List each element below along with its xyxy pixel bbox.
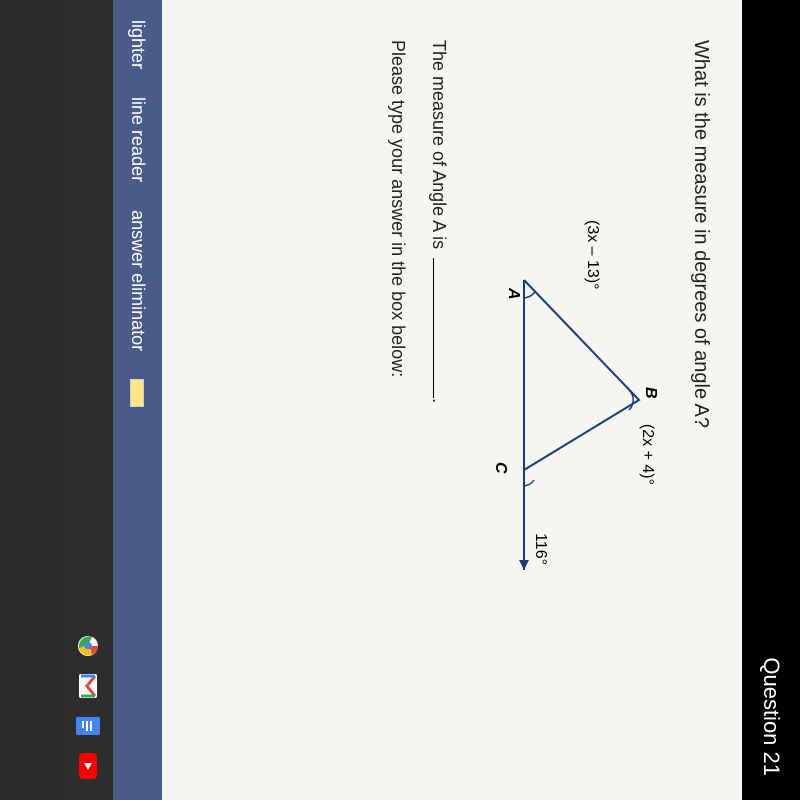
- docs-icon[interactable]: [74, 712, 102, 740]
- gmail-icon[interactable]: [74, 672, 102, 700]
- triangle-svg: [479, 220, 659, 580]
- os-taskbar: [63, 0, 113, 800]
- vertex-a-label: A: [504, 288, 522, 300]
- answer-stem-text: The measure of Angle A is: [429, 40, 449, 249]
- youtube-icon[interactable]: [74, 752, 102, 780]
- triangle-sides: [524, 280, 639, 470]
- instruction-text: Please type your answer in the box below…: [387, 40, 408, 760]
- triangle-diagram: (3x – 13)° (2x + 4)° 116° A B C: [479, 220, 659, 580]
- content-area: What is the measure in degrees of angle …: [162, 0, 742, 800]
- exterior-angle-value: 116°: [531, 533, 549, 565]
- answer-blank[interactable]: [433, 258, 434, 398]
- vertex-c-label: C: [491, 462, 509, 474]
- question-prompt: What is the measure in degrees of angle …: [689, 40, 712, 760]
- tools-toolbar: lighter line reader answer eliminator: [113, 0, 162, 800]
- arrow-head: [519, 560, 529, 570]
- line-reader-tool[interactable]: line reader: [127, 97, 148, 182]
- diagram-container: (3x – 13)° (2x + 4)° 116° A B C: [479, 40, 659, 760]
- question-number: Question 21: [758, 657, 784, 776]
- vertex-b-label: B: [641, 387, 659, 399]
- angle-b-expression: (2x + 4)°: [638, 424, 656, 485]
- arc-a: [524, 292, 535, 298]
- highlighter-tool[interactable]: lighter: [127, 20, 148, 69]
- angle-a-expression: (3x – 13)°: [583, 220, 601, 290]
- answer-stem: The measure of Angle A is .: [428, 40, 449, 760]
- question-header: Question 21: [742, 0, 800, 800]
- arc-c-ext: [524, 480, 534, 486]
- highlight-swatch[interactable]: [131, 379, 145, 407]
- answer-eliminator-tool[interactable]: answer eliminator: [127, 210, 148, 351]
- chrome-icon[interactable]: [74, 632, 102, 660]
